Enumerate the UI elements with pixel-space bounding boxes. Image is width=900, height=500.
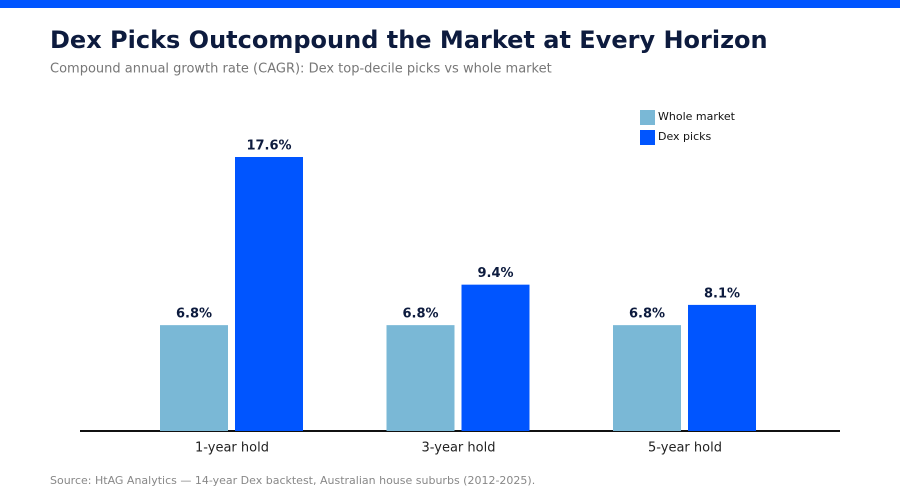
value-label: 6.8% [176, 307, 212, 322]
chart-title: Dex Picks Outcompound the Market at Ever… [50, 26, 768, 54]
x-tick-label: 5-year hold [648, 441, 722, 456]
legend-label: Whole market [658, 110, 736, 123]
bar [461, 284, 530, 431]
x-tick-label: 3-year hold [422, 441, 496, 456]
top-band [0, 0, 900, 8]
bar [688, 304, 756, 431]
bar [160, 325, 228, 431]
source-note: Source: HtAG Analytics — 14-year Dex bac… [50, 474, 535, 487]
legend-swatch [640, 130, 655, 145]
bar [613, 325, 681, 431]
chart-subtitle: Compound annual growth rate (CAGR): Dex … [50, 62, 552, 77]
value-label: 6.8% [402, 307, 438, 322]
x-tick-label: 1-year hold [195, 441, 269, 456]
value-label: 8.1% [704, 286, 740, 301]
value-label: 17.6% [246, 139, 291, 154]
legend-label: Dex picks [658, 130, 712, 143]
bar [235, 157, 303, 431]
bar [386, 325, 455, 431]
value-label: 9.4% [477, 266, 513, 281]
value-label: 6.8% [629, 307, 665, 322]
legend-swatch [640, 110, 655, 125]
